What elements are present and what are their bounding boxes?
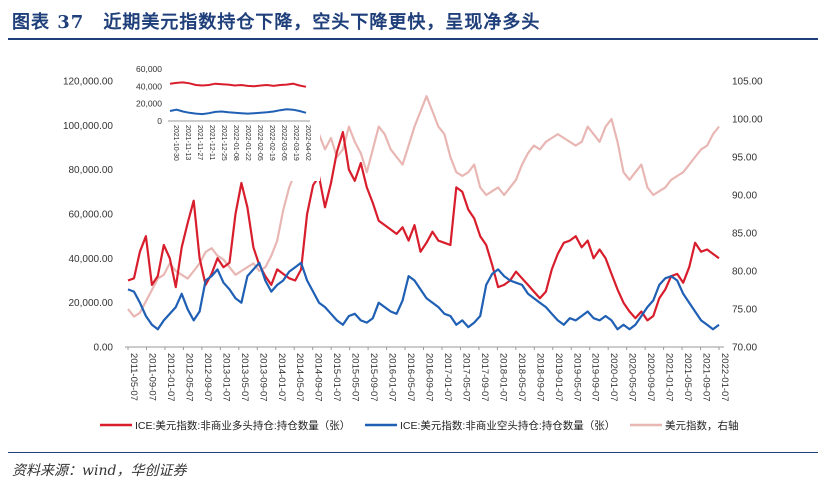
inset-x-tick-label: 2022-02-05 (256, 125, 263, 161)
x-tick-label: 2021-05-07 (682, 353, 693, 402)
series-short-positions-line (127, 261, 720, 331)
inset-y-tick-label: 0 (157, 116, 162, 126)
x-tick-label: 2011-09-07 (146, 353, 157, 401)
inset-y-tick-label: 60,000 (136, 64, 162, 74)
x-tick-label: 2016-09-07 (424, 353, 435, 402)
x-tick-label: 2015-09-07 (368, 353, 379, 402)
inset-x-tick-label: 2022-02-19 (268, 125, 275, 161)
legend-long-label: ICE:美元指数:非商业多头持仓:持仓数量（张） (135, 419, 350, 432)
x-tick-label: 2016-01-07 (387, 353, 398, 402)
inset-x-tick-label: 2021-12-11 (208, 125, 215, 160)
inset-long-line (169, 81, 307, 88)
x-tick-label: 2019-05-07 (571, 353, 582, 402)
x-tick-label: 2013-05-07 (239, 353, 250, 402)
y-right-tick-label: 75.00 (732, 305, 757, 316)
source-rule (8, 452, 818, 453)
legend-short-label: ICE:美元指数:非商业空头持仓:持仓数量（张） (400, 419, 615, 432)
x-tick-label: 2017-01-07 (442, 353, 453, 402)
series-long-positions-line (127, 130, 720, 322)
x-tick-label: 2020-09-07 (645, 353, 656, 402)
x-tick-label: 2015-05-07 (350, 353, 361, 402)
y-left-tick-label: 60,000.00 (69, 210, 114, 221)
x-tick-label: 2018-09-07 (534, 353, 545, 402)
inset-x-tick-label: 2022-03-05 (280, 125, 287, 161)
chart-canvas: 0.00 20,000.00 40,000.00 60,000.00 80,000.00… (62, 61, 764, 432)
x-tick-label: 2012-09-07 (202, 353, 213, 402)
series-dollar-index-line (127, 95, 720, 318)
x-tick-label: 2021-01-07 (664, 353, 675, 402)
inset-chart: 0 20,000 40,000 60,000 2021-10-30 2021-11-13 2… (118, 61, 320, 181)
legend-index-label: 美元指数，右轴 (665, 419, 739, 432)
x-tick-label: 2020-05-07 (627, 353, 638, 402)
inset-x-tick-label: 2022-03-19 (292, 125, 299, 161)
chart-title: 图表 37 近期美元指数持仓下降，空头下降更快，呈现净多头 (12, 12, 541, 33)
y-left-tick-label: 100,000.00 (63, 121, 113, 132)
x-tick-label: 2019-09-07 (590, 353, 601, 402)
y-left-tick-label: 80,000.00 (69, 165, 114, 176)
x-tick-label: 2014-09-07 (313, 353, 324, 402)
x-tick-label: 2013-01-07 (220, 353, 231, 402)
y-left-tick-label: 20,000.00 (69, 298, 114, 309)
y-left-tick-label: 40,000.00 (69, 254, 114, 265)
x-tick-label: 2015-01-07 (331, 353, 342, 402)
x-tick-label: 2018-01-07 (497, 353, 508, 402)
x-tick-label: 2014-05-07 (294, 353, 305, 402)
x-tick-label: 2022-01-07 (719, 353, 730, 402)
source-note: 资料来源：wind，华创证券 (12, 463, 187, 479)
inset-x-tick-label: 2022-04-02 (304, 125, 311, 161)
y-left-tick-label: 120,000.00 (63, 77, 113, 88)
title-rule (8, 38, 818, 40)
y-left-tick-label: 0.00 (94, 343, 114, 354)
inset-x-tick-label: 2021-12-25 (220, 125, 227, 161)
y-right-tick-label: 80.00 (732, 267, 757, 278)
y-right-tick-label: 70.00 (732, 343, 757, 354)
x-tick-label: 2020-01-07 (608, 353, 619, 402)
x-tick-label: 2014-01-07 (276, 353, 287, 402)
y-right-tick-label: 95.00 (732, 153, 757, 164)
y-right-tick-label: 100.00 (732, 115, 763, 126)
inset-short-line (169, 108, 307, 116)
inset-y-tick-label: 20,000 (136, 99, 162, 109)
y-right-tick-label: 90.00 (732, 191, 757, 202)
inset-x-tick-label: 2021-11-27 (196, 125, 203, 160)
x-tick-label: 2019-01-07 (553, 353, 564, 402)
x-tick-label: 2016-05-07 (405, 353, 416, 402)
x-tick-label: 2018-05-07 (516, 353, 527, 402)
inset-x-tick-label: 2021-11-13 (184, 125, 191, 160)
x-tick-label: 2017-05-07 (460, 353, 471, 402)
inset-x-tick-label: 2021-10-30 (172, 125, 179, 161)
x-tick-label: 2017-09-07 (479, 353, 490, 402)
x-tick-label: 2012-01-07 (165, 353, 176, 402)
y-right-tick-label: 105.00 (732, 77, 763, 88)
inset-y-tick-label: 40,000 (136, 81, 162, 91)
x-tick-label: 2021-09-07 (701, 353, 712, 402)
x-tick-label: 2012-05-07 (183, 353, 194, 402)
inset-x-tick-label: 2022-01-08 (232, 125, 239, 161)
x-tick-label: 2013-09-07 (257, 353, 268, 402)
inset-x-tick-label: 2022-01-22 (244, 125, 251, 161)
y-right-tick-label: 85.00 (732, 229, 757, 240)
x-tick-label: 2011-05-07 (128, 353, 139, 401)
